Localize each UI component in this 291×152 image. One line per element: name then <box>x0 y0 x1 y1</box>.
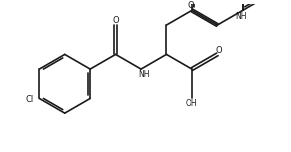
Text: O: O <box>112 16 119 25</box>
Text: NH: NH <box>138 70 150 79</box>
Text: O: O <box>187 1 194 10</box>
Text: OH: OH <box>186 99 198 108</box>
Text: O: O <box>215 45 222 55</box>
Text: NH: NH <box>235 12 247 21</box>
Text: Cl: Cl <box>26 95 34 104</box>
